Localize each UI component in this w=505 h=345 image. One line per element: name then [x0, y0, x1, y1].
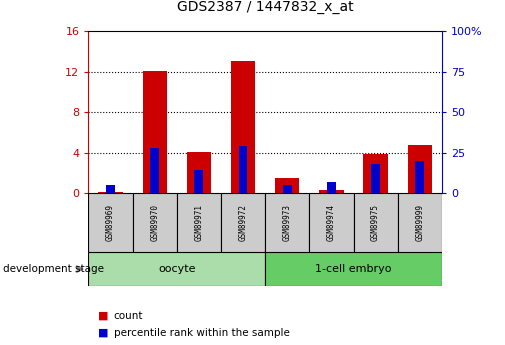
Bar	[177, 193, 221, 252]
Bar	[319, 190, 343, 193]
Text: percentile rank within the sample: percentile rank within the sample	[114, 328, 289, 338]
Bar	[265, 193, 309, 252]
Bar	[150, 148, 159, 193]
Bar	[371, 164, 380, 193]
Text: oocyte: oocyte	[158, 264, 195, 274]
Text: 1-cell embryo: 1-cell embryo	[315, 264, 392, 274]
Text: GDS2387 / 1447832_x_at: GDS2387 / 1447832_x_at	[177, 0, 354, 14]
Bar	[106, 185, 115, 193]
Bar	[231, 61, 255, 193]
Bar	[275, 178, 299, 193]
Bar	[283, 185, 291, 193]
Text: GSM89970: GSM89970	[150, 204, 159, 241]
Bar	[88, 252, 265, 286]
Text: GSM89975: GSM89975	[371, 204, 380, 241]
Bar	[398, 193, 442, 252]
Bar	[88, 193, 132, 252]
Text: development stage: development stage	[3, 264, 104, 274]
Bar	[408, 145, 432, 193]
Bar	[415, 161, 424, 193]
Bar	[354, 193, 398, 252]
Bar	[98, 192, 123, 193]
Text: GSM89969: GSM89969	[106, 204, 115, 241]
Text: count: count	[114, 311, 143, 321]
Bar	[194, 170, 203, 193]
Text: GSM89972: GSM89972	[238, 204, 247, 241]
Bar	[142, 71, 167, 193]
Text: GSM89973: GSM89973	[283, 204, 292, 241]
Bar	[221, 193, 265, 252]
Bar	[238, 146, 247, 193]
Bar	[187, 152, 211, 193]
Bar	[132, 193, 177, 252]
Text: ■: ■	[98, 328, 109, 338]
Bar	[364, 154, 388, 193]
Bar	[265, 252, 442, 286]
Bar	[327, 182, 336, 193]
Text: GSM89971: GSM89971	[194, 204, 204, 241]
Text: ■: ■	[98, 311, 109, 321]
Text: GSM89974: GSM89974	[327, 204, 336, 241]
Text: GSM89999: GSM89999	[415, 204, 424, 241]
Bar	[309, 193, 354, 252]
